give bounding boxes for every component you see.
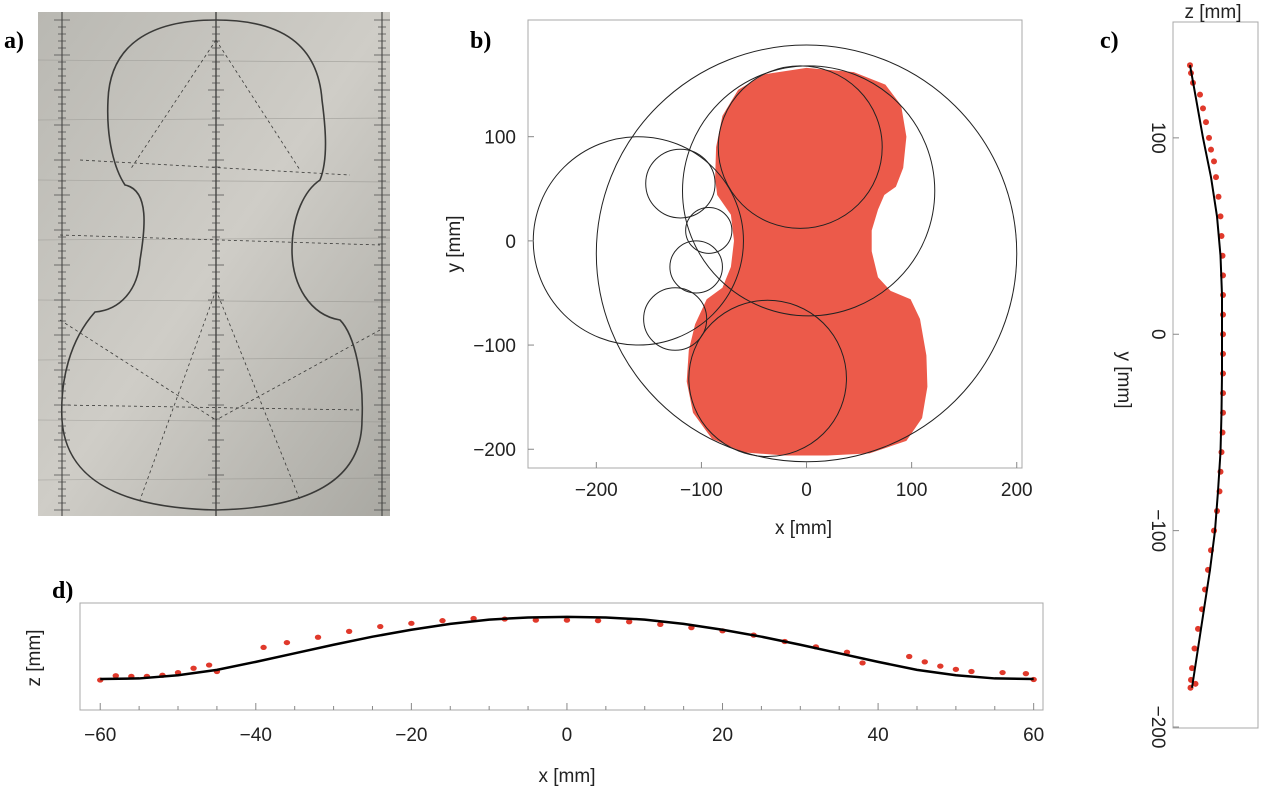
data-point: [190, 665, 197, 671]
data-point: [1211, 158, 1217, 165]
data-point: [439, 618, 446, 624]
violin-outline-region: [686, 67, 928, 456]
fit-curve-d: [100, 615, 1034, 681]
plot-frame-b: [527, 19, 1023, 469]
data-point: [1206, 134, 1212, 141]
data-point: [921, 659, 928, 665]
y-tick-label: −100: [473, 336, 516, 357]
x-tick-label: 100: [896, 480, 928, 501]
panel-label-c: c): [1100, 28, 1119, 54]
data-point: [937, 663, 944, 669]
data-point: [1191, 645, 1198, 652]
data-point: [1217, 213, 1224, 220]
data-point: [314, 634, 322, 640]
x-tick-label: 0: [562, 725, 573, 746]
data-point: [1203, 119, 1209, 126]
data-point: [906, 653, 913, 660]
data-point: [532, 617, 540, 623]
x-tick-label: −200: [575, 480, 618, 501]
y-tick-label: −200: [473, 440, 516, 461]
data-point: [345, 628, 353, 634]
data-point: [999, 669, 1006, 676]
circle-5: [645, 148, 716, 219]
data-point: [952, 666, 960, 672]
y-tick-label: −100: [1147, 509, 1168, 552]
chart-c: −200 −100 0 100 z [mm] y [mm]: [1113, 2, 1259, 749]
panel-label-a: a): [4, 28, 24, 54]
x-tick-label: −60: [84, 725, 116, 746]
x-tick-label: 200: [1001, 480, 1033, 501]
plot-frame-c: [1172, 21, 1259, 729]
circle-7: [669, 240, 723, 294]
chart-b: −200 −100 0 100 200 −200 −100 0 100 x [mm] y [mm…: [444, 19, 1033, 539]
x-tick-label: −100: [680, 480, 723, 501]
data-point: [594, 618, 602, 624]
data-point: [1022, 671, 1030, 677]
data-point: [377, 623, 384, 630]
circle-0: [595, 44, 1018, 463]
data-point: [112, 673, 119, 679]
x-tick-label: −20: [395, 725, 427, 746]
data-point: [260, 644, 267, 651]
data-point: [1197, 91, 1203, 98]
data-point: [1192, 680, 1199, 687]
y-tick-label: 100: [1147, 122, 1168, 154]
fit-curve-c: [1189, 65, 1223, 688]
circle-6: [685, 207, 733, 254]
x-tick-label: 40: [868, 725, 889, 746]
data-point: [1218, 233, 1225, 240]
data-point: [625, 619, 633, 625]
data-point: [859, 660, 866, 666]
x-tick-label: 20: [712, 725, 733, 746]
data-point: [657, 621, 664, 628]
y-axis-label-b: y [mm]: [444, 216, 465, 273]
z-axis-label-c: z [mm]: [1185, 2, 1242, 23]
circle-8: [643, 287, 708, 351]
data-point: [1213, 174, 1219, 181]
data-point: [470, 615, 477, 622]
data-point: [1195, 625, 1201, 632]
y-tick-label: 0: [1147, 329, 1168, 340]
violin-drawing-photo: [37, 12, 391, 516]
x-tick-label: 0: [801, 480, 812, 501]
data-point: [283, 639, 291, 646]
y-tick-label: 0: [505, 232, 516, 253]
data-point: [1189, 665, 1195, 672]
data-point: [968, 668, 975, 675]
plot-frame-d: [79, 602, 1044, 711]
data-point: [408, 620, 415, 626]
x-axis-label-b: x [mm]: [775, 518, 832, 539]
y-tick-label: −200: [1147, 706, 1168, 749]
x-tick-label: 60: [1023, 725, 1044, 746]
data-point: [1200, 105, 1206, 112]
circle-3: [717, 65, 883, 229]
chart-d: −60 −40 −20 0 20 40 60 x [mm] z [mm]: [24, 602, 1044, 787]
y-tick-label: 100: [484, 128, 516, 149]
data-point: [1215, 193, 1222, 200]
y-axis-label-c: y [mm]: [1113, 352, 1134, 409]
data-point: [563, 617, 571, 623]
data-point: [205, 662, 213, 668]
z-axis-label-d: z [mm]: [24, 630, 45, 687]
data-point: [1208, 146, 1214, 153]
panel-label-b: b): [470, 28, 491, 54]
panel-label-d: d): [52, 578, 73, 604]
circle-4: [688, 299, 847, 458]
x-axis-label-d: x [mm]: [539, 766, 596, 787]
x-tick-label: −40: [240, 725, 272, 746]
